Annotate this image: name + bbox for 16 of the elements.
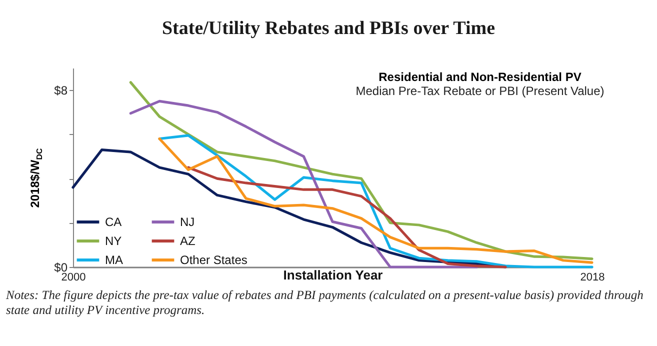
x-tick-label: 2000 (61, 272, 86, 284)
line-series (129, 100, 478, 268)
legend-label: MA (105, 253, 123, 267)
text: Notes: The figure depicts the pre-tax value of rebates and PBI payments (calculated on a present-value basis) provided through state and utility PV incentive programs. (6, 288, 644, 318)
legend-label: Other States (180, 253, 248, 267)
legend-label: NJ (180, 215, 195, 229)
chart-subtitle: Residential and Non-Residential PV (378, 70, 582, 84)
line-series (72, 148, 507, 268)
legend-label: AZ (180, 234, 196, 248)
annotation: Median Pre-Tax Rebate or PBI (Present Value) (354, 84, 606, 98)
x-axis-title: Installation Year (283, 268, 383, 282)
y-tick-label: $8 (54, 84, 68, 98)
chart-title: State/Utility Rebates and PBIs over Time (160, 18, 496, 40)
legend-label: NY (105, 234, 122, 248)
legend-label: CA (105, 215, 122, 229)
x-tick-label: 2018 (580, 272, 605, 284)
